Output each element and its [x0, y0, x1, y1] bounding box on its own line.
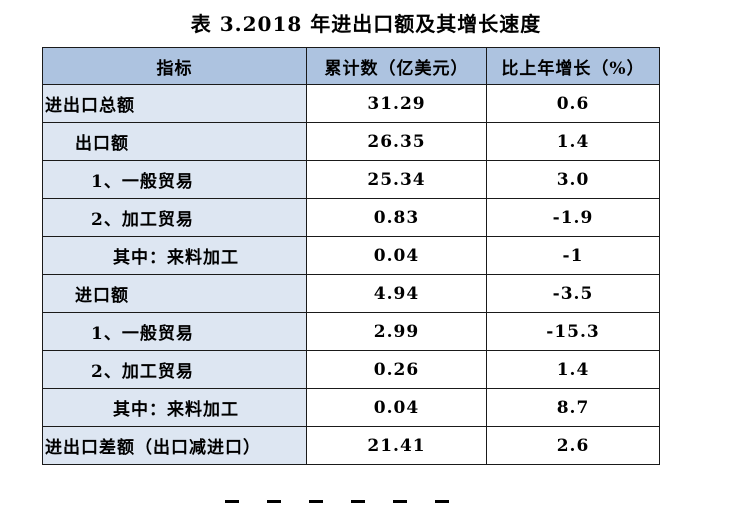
- header-indicator: 指标: [42, 47, 307, 85]
- row-label: 进出口差额（出口减进口）: [42, 426, 307, 465]
- table-row: 进出口差额（出口减进口） 21.41 2.6: [42, 426, 660, 465]
- table-row: 进出口总额 31.29 0.6: [42, 84, 660, 123]
- row-cumulative: 21.41: [306, 426, 487, 465]
- row-growth: 0.6: [486, 84, 660, 123]
- row-growth: 8.7: [486, 388, 660, 427]
- row-label: 其中：来料加工: [42, 236, 307, 275]
- row-cumulative: 2.99: [306, 312, 487, 351]
- row-label: 进口额: [42, 274, 307, 313]
- row-label: 1、一般贸易: [42, 160, 307, 199]
- row-cumulative: 25.34: [306, 160, 487, 199]
- table-row: 1、一般贸易 25.34 3.0: [42, 160, 660, 199]
- row-cumulative: 0.04: [306, 388, 487, 427]
- row-cumulative: 26.35: [306, 122, 487, 161]
- row-label: 2、加工贸易: [42, 350, 307, 389]
- row-growth: 1.4: [486, 350, 660, 389]
- row-growth: 3.0: [486, 160, 660, 199]
- header-growth: 比上年增长（%）: [486, 47, 660, 85]
- row-growth: -1: [486, 236, 660, 275]
- table-row: 其中：来料加工 0.04 -1: [42, 236, 660, 275]
- table-row: 2、加工贸易 0.83 -1.9: [42, 198, 660, 237]
- row-label: 2、加工贸易: [42, 198, 307, 237]
- row-cumulative: 0.04: [306, 236, 487, 275]
- table-title: 表 3.2018 年进出口额及其增长速度: [190, 12, 542, 36]
- row-label: 1、一般贸易: [42, 312, 307, 351]
- trade-table: 指标 累计数（亿美元） 比上年增长（%） 进出口总额 31.29 0.6 出口额…: [42, 47, 660, 465]
- table-row: 2、加工贸易 0.26 1.4: [42, 350, 660, 389]
- row-growth: -1.9: [486, 198, 660, 237]
- cropped-text-fragment: [225, 500, 525, 510]
- table-header-row: 指标 累计数（亿美元） 比上年增长（%）: [42, 47, 660, 85]
- table-row: 进口额 4.94 -3.5: [42, 274, 660, 313]
- row-cumulative: 0.83: [306, 198, 487, 237]
- row-label: 进出口总额: [42, 84, 307, 123]
- row-cumulative: 31.29: [306, 84, 487, 123]
- header-cumulative: 累计数（亿美元）: [306, 47, 487, 85]
- row-growth: -15.3: [486, 312, 660, 351]
- table-row: 1、一般贸易 2.99 -15.3: [42, 312, 660, 351]
- table-row: 出口额 26.35 1.4: [42, 122, 660, 161]
- row-label: 出口额: [42, 122, 307, 161]
- row-growth: 2.6: [486, 426, 660, 465]
- row-cumulative: 0.26: [306, 350, 487, 389]
- row-growth: 1.4: [486, 122, 660, 161]
- row-growth: -3.5: [486, 274, 660, 313]
- table-row: 其中：来料加工 0.04 8.7: [42, 388, 660, 427]
- row-cumulative: 4.94: [306, 274, 487, 313]
- row-label: 其中：来料加工: [42, 388, 307, 427]
